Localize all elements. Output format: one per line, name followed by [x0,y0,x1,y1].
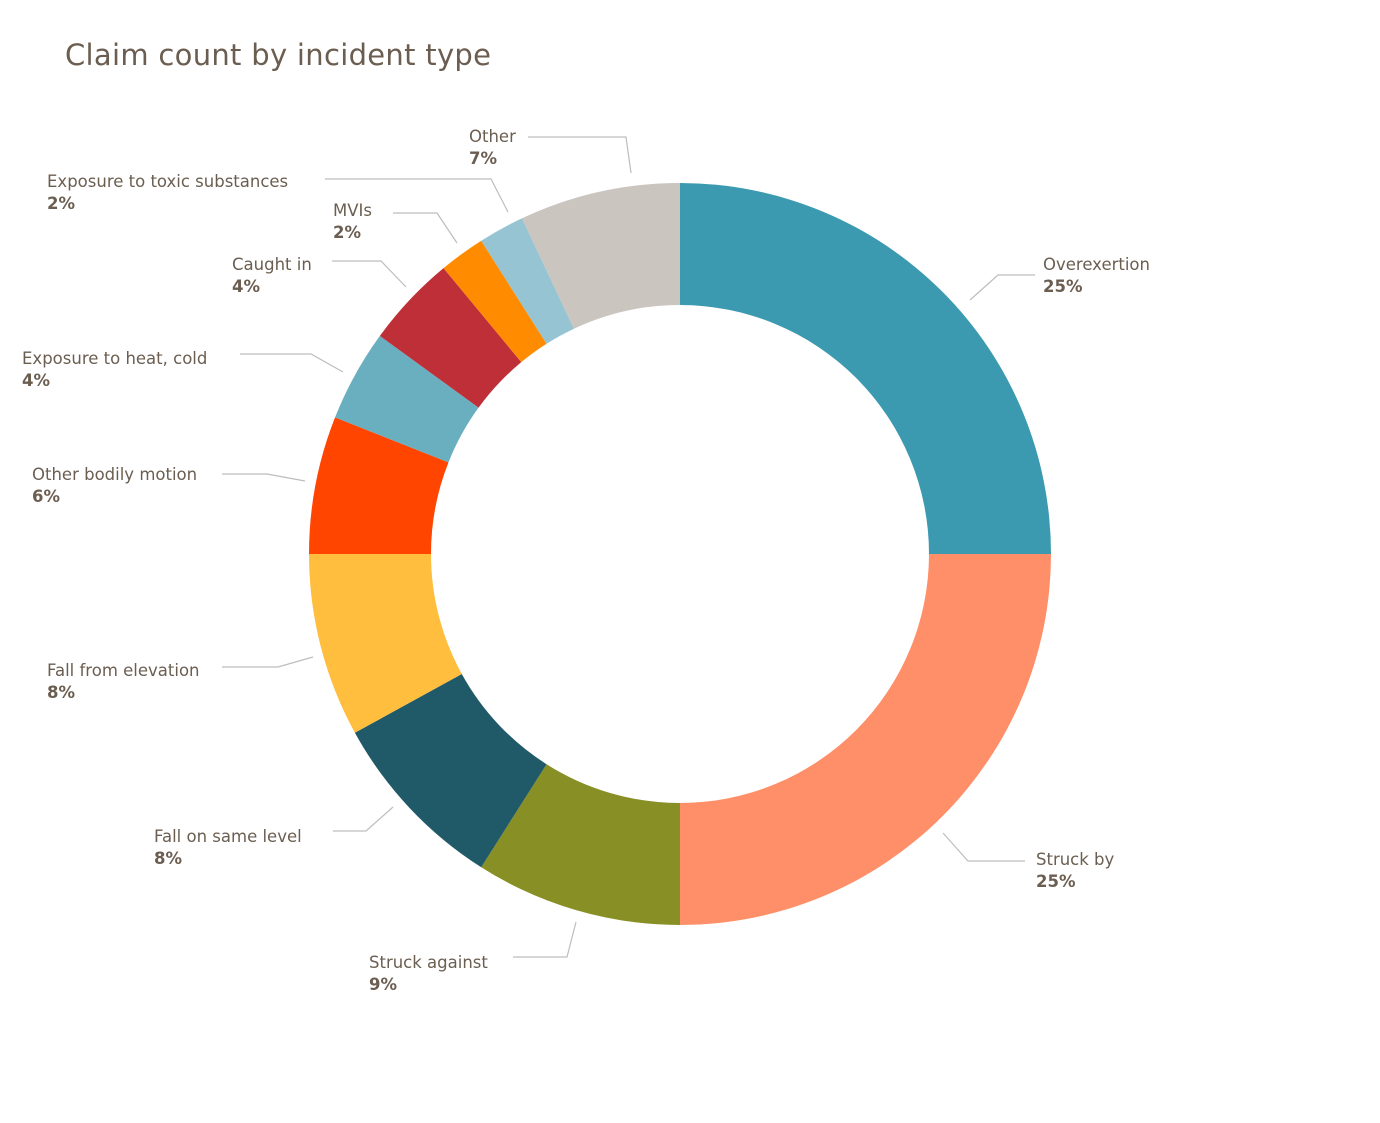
leader-line-struck-against [513,921,577,958]
slice-other[interactable] [522,183,680,329]
slice-struck-by[interactable] [680,554,1051,925]
pct-label-mvis: 2% [333,223,361,242]
slice-fall-from-elevation[interactable] [309,554,462,733]
slice-mvis[interactable] [443,240,547,363]
label-mvis: MVIs [333,201,372,220]
slice-exposure-to-heat-cold[interactable] [335,335,479,463]
leader-line-struck-by [942,832,1025,862]
leader-line-fall-on-same-level [333,806,394,832]
slice-caught-in[interactable] [379,268,522,408]
label-other-bodily-motion: Other bodily motion [32,465,197,484]
slice-struck-against[interactable] [481,764,680,925]
leader-line-exposure-to-toxic-substances [325,178,509,213]
leader-line-caught-in [332,260,407,288]
label-exposure-to-heat-cold: Exposure to heat, cold [22,349,207,368]
label-fall-from-elevation: Fall from elevation [47,661,200,680]
slice-fall-on-same-level[interactable] [354,673,547,868]
pct-label-overexertion: 25% [1043,277,1083,296]
pct-label-struck-against: 9% [369,975,397,994]
pct-label-fall-from-elevation: 8% [47,683,75,702]
pct-label-other: 7% [469,149,497,168]
leader-line-other [528,136,632,174]
pct-label-caught-in: 4% [232,277,260,296]
pct-label-struck-by: 25% [1036,872,1076,891]
label-caught-in: Caught in [232,255,312,274]
label-struck-against: Struck against [369,953,488,972]
pct-label-exposure-to-heat-cold: 4% [22,371,50,390]
label-other: Other [469,127,516,146]
label-fall-on-same-level: Fall on same level [154,827,302,846]
label-overexertion: Overexertion [1043,255,1150,274]
leader-line-overexertion [969,274,1035,301]
slice-other-bodily-motion[interactable] [309,417,449,554]
label-struck-by: Struck by [1036,850,1115,869]
chart-title: Claim count by incident type [65,38,492,72]
slice-overexertion[interactable] [680,183,1051,554]
pct-label-exposure-to-toxic-substances: 2% [47,194,75,213]
label-exposure-to-toxic-substances: Exposure to toxic substances [47,172,288,191]
leader-line-mvis [393,212,458,244]
leader-line-exposure-to-heat-cold [240,353,344,373]
leader-line-other-bodily-motion [222,473,306,482]
slice-exposure-to-toxic-substances[interactable] [481,218,574,344]
pct-label-other-bodily-motion: 6% [32,487,60,506]
pct-label-fall-on-same-level: 8% [154,849,182,868]
leader-line-fall-from-elevation [222,656,314,668]
